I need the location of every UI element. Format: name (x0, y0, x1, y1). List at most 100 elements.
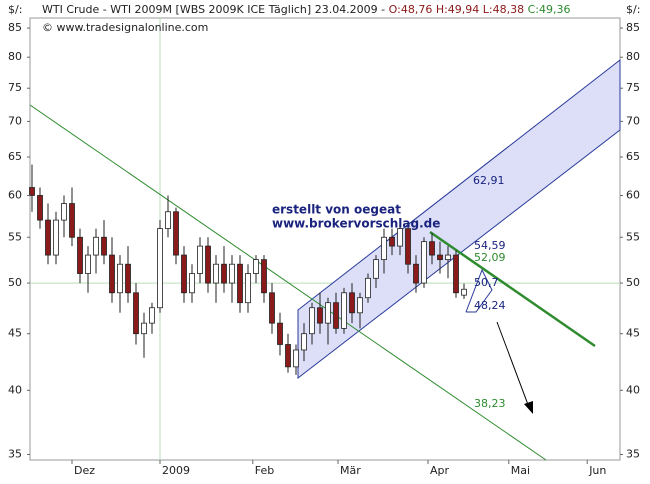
candle-body (229, 263, 235, 284)
candle-body (197, 245, 203, 274)
candle-body (341, 292, 347, 329)
y-tick-label: 45 (8, 327, 22, 340)
trend-line (29, 104, 547, 461)
y-tick-label-right: 75 (626, 81, 640, 94)
candle-body (325, 302, 331, 324)
candle-body (125, 263, 131, 294)
annotation: 48,24 (474, 299, 506, 312)
y-tick-label-right: 40 (626, 383, 640, 396)
y-tick-label: 55 (8, 230, 22, 243)
y-tick-label: 60 (8, 188, 22, 201)
candle-body (117, 263, 123, 294)
candle-body (157, 228, 163, 309)
annotation: 38,23 (474, 397, 506, 410)
ohlc: O:48,76 H:49,94 L:48,38 (389, 3, 524, 16)
annotation: 54,59 (474, 239, 506, 252)
x-tick-label: Mär (340, 464, 361, 477)
x-tick-label: Mai (511, 464, 530, 477)
candle-body (45, 219, 51, 256)
x-tick-label: 2009 (162, 464, 190, 477)
candle-body (301, 333, 307, 351)
candle-body (373, 259, 379, 279)
candles (29, 164, 467, 375)
y-tick-label-right: 65 (626, 150, 640, 163)
candle-body (77, 236, 83, 274)
y-tick-label: 50 (8, 276, 22, 289)
y-tick-label: 35 (8, 447, 22, 460)
y-tick-label-right: 70 (626, 114, 640, 127)
candle-body (309, 307, 315, 335)
candle-body (269, 292, 275, 324)
annotation: 52,09 (474, 251, 506, 264)
candle-body (221, 263, 227, 284)
y-tick-label-right: 60 (626, 188, 640, 201)
title: WTI Crude - WTI 2009M [WBS 2009K ICE Täg… (42, 3, 385, 16)
candle-body (165, 211, 171, 230)
candle-body (141, 322, 147, 335)
candle-body (181, 254, 187, 294)
x-tick-label: Feb (255, 464, 274, 477)
y-tick-label: 85 (8, 21, 22, 34)
candle-body (109, 254, 115, 294)
candle-body (317, 307, 323, 324)
candle-body (61, 203, 67, 221)
resistance-line (429, 230, 596, 348)
candle-body (245, 273, 251, 304)
candle-body (381, 236, 387, 261)
candle-body (277, 322, 283, 345)
x-tick-label: Dez (74, 464, 95, 477)
candle-body (133, 292, 139, 335)
candle-body (53, 219, 59, 256)
y-unit-right: $/: (626, 3, 640, 16)
annotation: 50,7 (474, 276, 499, 289)
candle-body (213, 263, 219, 284)
forecast-arrow (496, 321, 531, 411)
candle-body (421, 241, 427, 284)
candle-body (397, 228, 403, 247)
candle-body (261, 259, 267, 294)
watermark: © www.tradesignalonline.com (42, 21, 208, 34)
candle-body (429, 241, 435, 256)
y-tick-label-right: 80 (626, 50, 640, 63)
candle-body (445, 254, 451, 261)
candle-body (173, 211, 179, 256)
candle-body (349, 292, 355, 314)
x-tick-label: Apr (430, 464, 450, 477)
y-unit-left: $/: (8, 3, 22, 16)
candle-body (357, 297, 363, 314)
candle-body (189, 273, 195, 294)
candle-body (29, 187, 35, 196)
candle-body (205, 245, 211, 284)
y-tick-label: 75 (8, 81, 22, 94)
y-tick-label-right: 45 (626, 327, 640, 340)
plot-area (29, 17, 621, 461)
author: erstellt von oegeat (272, 203, 401, 217)
candle-body (93, 236, 99, 256)
chart-title: WTI Crude - WTI 2009M [WBS 2009K ICE Täg… (42, 3, 571, 16)
candle-body (461, 288, 467, 296)
candle-body (149, 307, 155, 324)
candle-body (389, 236, 395, 247)
y-tick-label: 70 (8, 114, 22, 127)
candle-body (69, 203, 75, 238)
y-tick-label-right: 35 (626, 447, 640, 460)
triangle-pattern (465, 268, 493, 313)
candle-body (253, 259, 259, 274)
candle-body (413, 263, 419, 284)
candle-body (237, 263, 243, 304)
candle-body (293, 349, 299, 368)
annotation: 62,91 (473, 174, 505, 187)
arrow-head (524, 401, 533, 414)
y-tick-label-right: 55 (626, 230, 640, 243)
candle-body (285, 344, 291, 368)
y-tick-label: 65 (8, 150, 22, 163)
candle-body (453, 254, 459, 294)
candle-body (333, 302, 339, 329)
y-tick-label: 80 (8, 50, 22, 63)
x-tick-label: Jun (588, 464, 606, 477)
y-tick-label-right: 85 (626, 21, 640, 34)
candle-body (101, 236, 107, 256)
candle-body (405, 228, 411, 265)
close: C:49,36 (528, 3, 571, 16)
y-tick-label: 40 (8, 383, 22, 396)
